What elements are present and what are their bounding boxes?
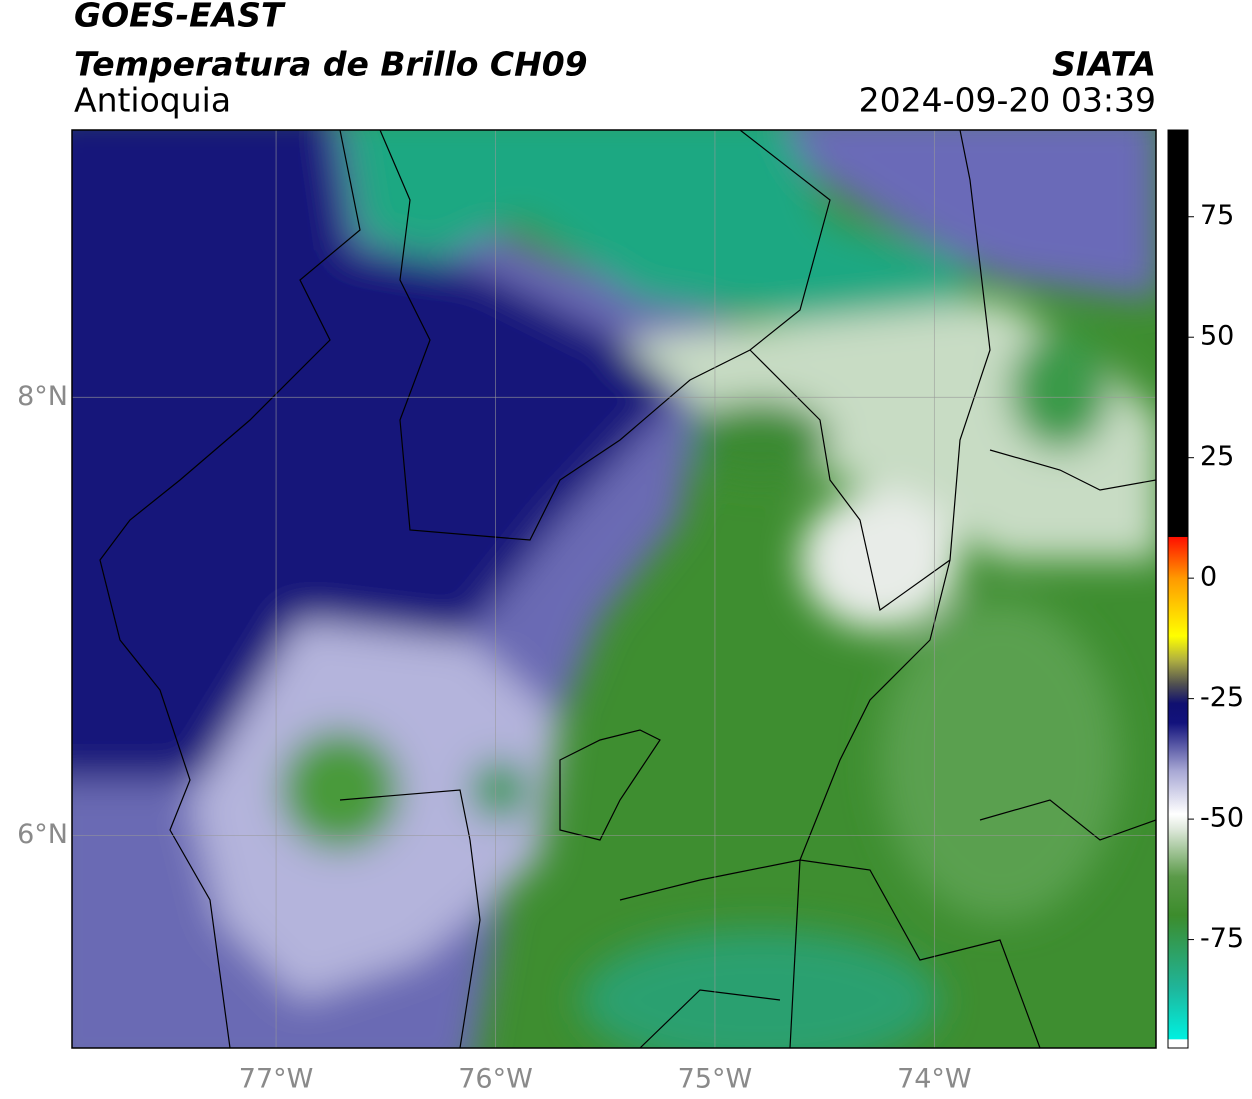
map-frame <box>71 129 1157 1049</box>
x-tick-label: 77°W <box>239 1064 314 1095</box>
region: Antioquia <box>74 81 231 120</box>
x-tick-label: 74°W <box>897 1064 972 1095</box>
colorbar-tick-label: 0 <box>1200 562 1217 593</box>
timestamp: 2024-09-20 03:39 <box>859 81 1156 120</box>
source: SIATA <box>1052 45 1156 84</box>
subtitle: Temperatura de Brillo CH09 <box>74 45 588 84</box>
satellite-image <box>72 130 1156 1048</box>
x-tick-label: 76°W <box>458 1064 533 1095</box>
title: GOES-EAST <box>74 0 286 35</box>
colorbar-tick-label: -75 <box>1200 923 1244 954</box>
colorbar-tick-label: -25 <box>1200 682 1244 713</box>
grid <box>72 130 1156 1048</box>
y-tick-label: 8°N <box>17 381 68 412</box>
colorbar-tick-label: 75 <box>1200 200 1234 231</box>
colorbar-tick-label: 25 <box>1200 441 1234 472</box>
x-tick-label: 75°W <box>678 1064 753 1095</box>
colorbar-tick-label: 50 <box>1200 321 1234 352</box>
colorbar-tick-label: -50 <box>1200 803 1244 834</box>
colorbar <box>1167 129 1189 1049</box>
y-tick-label: 6°N <box>17 819 68 850</box>
